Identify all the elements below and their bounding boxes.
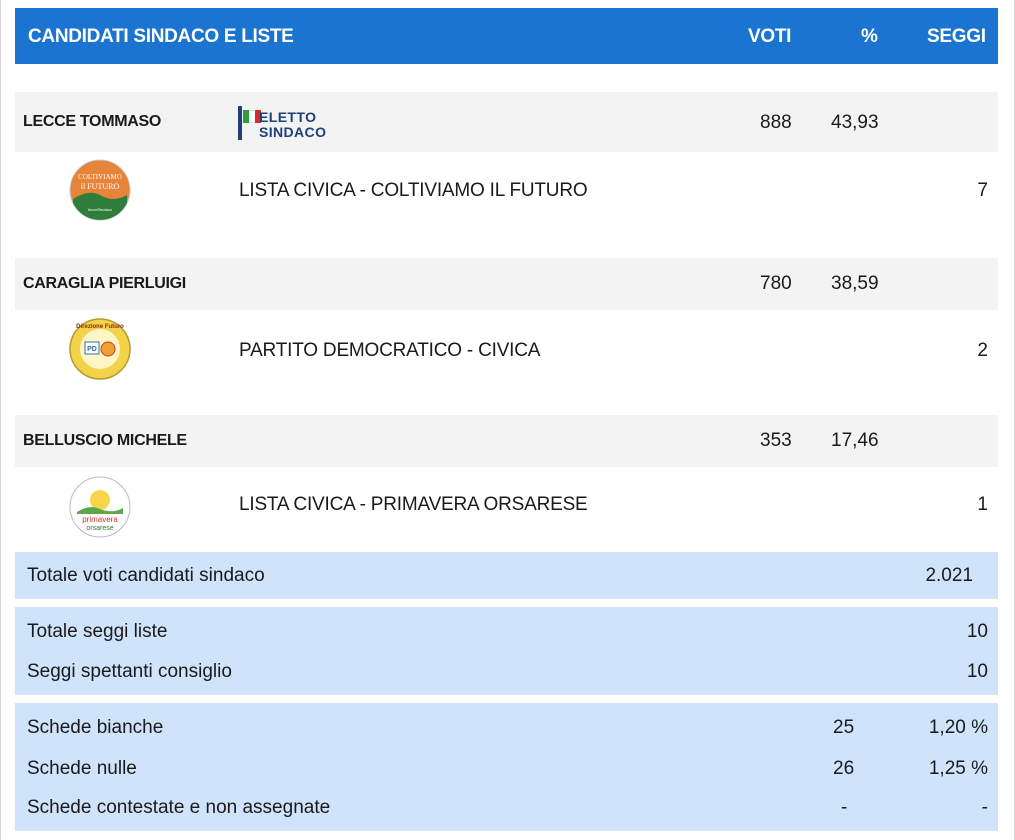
totale-voti-label: Totale voti candidati sindaco [27,565,265,586]
list-name: LISTA CIVICA - PRIMAVERA ORSARESE [239,494,588,515]
candidate-voti: 780 [760,273,792,294]
schede-contestate-label: Schede contestate e non assegnate [27,797,331,818]
candidate-voti: 353 [760,430,792,451]
candidate-row: CARAGLIA PIERLUIGI 780 38,59 [15,258,998,310]
candidate-row: BELLUSCIO MICHELE 353 17,46 [15,415,998,467]
schede-nulle-label: Schede nulle [27,758,137,779]
svg-text:PD: PD [87,346,97,353]
header-percent: % [861,26,878,47]
flagpole-icon [238,106,242,140]
pd-civica-logo-icon: PD Direzione Futuro [69,318,131,380]
schede-bianche-value: 25 [833,717,855,738]
totale-seggi-liste-value: 10 [966,621,988,642]
candidate-name: CARAGLIA PIERLUIGI [23,275,186,292]
italian-flag-icon [243,110,249,123]
header-seggi: SEGGI [927,26,986,47]
candidate-name: LECCE TOMMASO [23,113,162,130]
svg-text:Direzione Futuro: Direzione Futuro [76,324,124,330]
totale-seggi-box: Totale seggi liste 10 Seggi spettanti co… [15,607,998,695]
svg-text:orsarese: orsarese [86,525,113,532]
svg-text:primavera: primavera [82,515,118,524]
eletto-sindaco-badge: ELETTO SINDACO [238,106,338,140]
header-voti: VOTI [748,26,792,47]
schede-nulle-value: 26 [833,758,855,779]
list-seggi: 1 [977,494,988,515]
schede-contestate-value: - [841,797,848,818]
list-seggi: 7 [977,180,988,201]
list-row: primavera orsarese LISTA CIVICA - PRIMAV… [15,467,998,551]
seggi-consiglio-label: Seggi spettanti consiglio [27,661,232,682]
badge-line1: ELETTO [259,109,317,125]
svg-text:COLTIVIAMO: COLTIVIAMO [78,173,122,181]
schede-bianche-label: Schede bianche [27,717,164,738]
schede-bianche-percent: 1,20 % [928,717,988,738]
list-row: PD Direzione Futuro PARTITO DEMOCRATICO … [15,310,998,415]
list-row: COLTIVIAMO il FUTURO lecceSindaco LISTA … [15,152,998,258]
svg-text:il FUTURO: il FUTURO [81,182,120,191]
totale-voti-box: Totale voti candidati sindaco 2.021 [15,552,998,599]
schede-contestate-percent: - [981,797,988,818]
primavera-orsarese-logo-icon: primavera orsarese [69,476,131,538]
coltiviamo-logo-icon: COLTIVIAMO il FUTURO lecceSindaco [69,159,131,221]
schede-box: Schede bianche 25 1,20 % Schede nulle 26… [15,703,998,831]
seggi-consiglio-value: 10 [966,661,988,682]
candidate-percent: 17,46 [831,430,879,451]
totale-voti-value: 2.021 [925,565,973,586]
candidate-name: BELLUSCIO MICHELE [23,432,187,449]
candidate-percent: 43,93 [831,112,879,133]
list-name: LISTA CIVICA - COLTIVIAMO IL FUTURO [239,180,588,201]
candidate-row: LECCE TOMMASO ELETTO SINDACO 888 43,93 [15,92,998,152]
totale-seggi-liste-label: Totale seggi liste [27,621,168,642]
svg-text:lecceSindaco: lecceSindaco [88,207,113,212]
list-name: PARTITO DEMOCRATICO - CIVICA [239,340,541,361]
list-seggi: 2 [977,340,988,361]
candidate-voti: 888 [760,112,792,133]
table-header: CANDIDATI SINDACO E LISTE VOTI % SEGGI [15,8,998,64]
candidate-percent: 38,59 [831,273,879,294]
schede-nulle-percent: 1,25 % [928,758,988,779]
header-title: CANDIDATI SINDACO E LISTE [28,26,294,47]
badge-line2: SINDACO [259,124,327,140]
